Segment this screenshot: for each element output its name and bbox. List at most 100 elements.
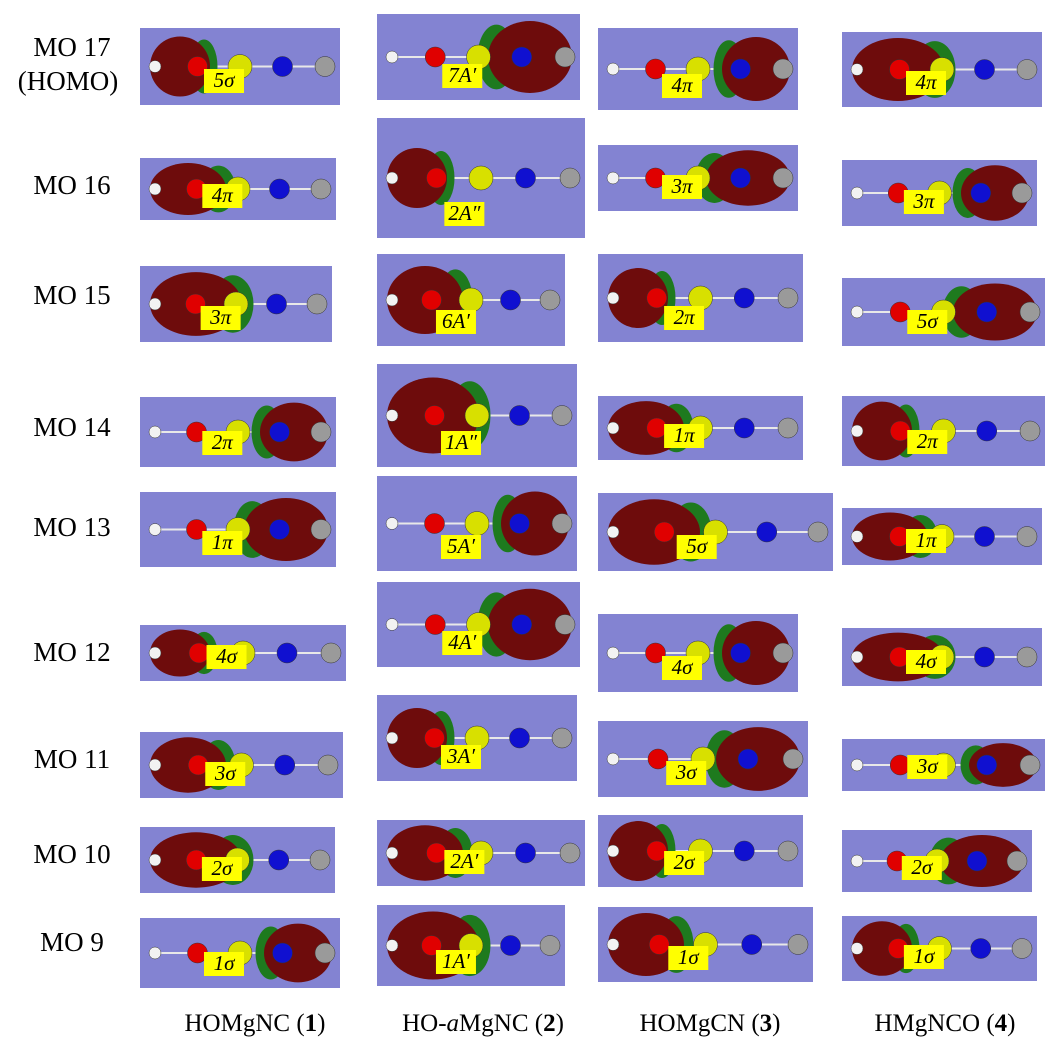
atom — [851, 759, 863, 771]
atom — [977, 302, 997, 322]
orbital-cell: 2σ — [842, 830, 1032, 892]
atom — [975, 527, 995, 547]
atom — [647, 418, 667, 438]
atom — [607, 647, 619, 659]
atom — [607, 526, 619, 538]
orbital-cell: 7A′ — [377, 14, 580, 100]
atom — [977, 755, 997, 775]
orbital-label: 4σ — [216, 644, 239, 668]
orbital-cell: 4A′ — [377, 582, 580, 667]
atom — [1017, 60, 1037, 80]
atom — [778, 288, 798, 308]
orbital-label: 3σ — [675, 760, 699, 784]
atom — [647, 288, 667, 308]
atom — [149, 183, 161, 195]
orbital-label: 3π — [209, 305, 232, 329]
atom — [649, 935, 669, 955]
atom — [469, 166, 493, 190]
atom — [267, 294, 287, 314]
orbital-cell: 5σ — [842, 278, 1045, 346]
orbital-cell: 3π — [140, 266, 332, 342]
orbital-cell: 1σ — [140, 918, 340, 988]
atom — [273, 57, 293, 77]
atom — [851, 531, 863, 543]
atom — [149, 298, 161, 310]
orbital-cell: 2π — [140, 397, 336, 467]
atom — [425, 514, 445, 534]
atom — [742, 935, 762, 955]
atom — [427, 168, 447, 188]
row-label: MO 17 — [33, 32, 110, 62]
atom — [851, 855, 863, 867]
atom — [607, 292, 619, 304]
atom — [318, 755, 338, 775]
atom — [778, 418, 798, 438]
atom — [783, 749, 803, 769]
atom — [540, 936, 560, 956]
orbital-cell: 2A″ — [377, 118, 585, 238]
atom — [425, 47, 445, 67]
atom — [512, 47, 532, 67]
atom — [773, 643, 793, 663]
orbital-cell: 2π — [842, 396, 1045, 466]
atom — [315, 57, 335, 77]
orbital-label: 2σ — [211, 856, 234, 880]
atom — [734, 841, 754, 861]
atom — [788, 935, 808, 955]
orbital-cell: 2A′ — [377, 820, 585, 886]
mo-figure: 5σ7A′4π4π4π2A″3π3π3π6A′2π5σ2π1A″1π2π1π5A… — [0, 0, 1045, 1044]
orbital-label: 3A′ — [446, 744, 475, 768]
row-label: MO 16 — [33, 170, 110, 200]
atom — [851, 64, 863, 76]
atom — [607, 753, 619, 765]
atom — [425, 406, 445, 426]
atom — [277, 643, 297, 663]
atom — [386, 940, 398, 952]
atom — [607, 63, 619, 75]
atom — [851, 425, 863, 437]
atom — [465, 404, 489, 428]
atom — [425, 615, 445, 635]
atom — [189, 643, 209, 663]
orbital-label: 2A″ — [448, 201, 480, 225]
atom — [516, 843, 536, 863]
orbital-label: 1π — [915, 528, 937, 552]
orbital-label: 2σ — [911, 855, 934, 879]
atom — [310, 850, 330, 870]
atom — [149, 647, 161, 659]
atom — [1017, 647, 1037, 667]
orbital-cell: 4π — [598, 28, 798, 110]
atom — [607, 939, 619, 951]
orbital-label: 1σ — [678, 945, 701, 969]
orbital-label: 5σ — [214, 68, 237, 92]
atom — [510, 406, 530, 426]
orbital-label: 7A′ — [448, 63, 476, 87]
atom — [269, 850, 289, 870]
orbital-cell: 5σ — [140, 28, 340, 105]
atom — [851, 651, 863, 663]
orbital-label: 1π — [212, 530, 234, 554]
orbital-cell: 3σ — [842, 739, 1045, 791]
atom — [648, 749, 668, 769]
atom — [552, 406, 572, 426]
row-note: (HOMO) — [18, 66, 119, 96]
atom — [975, 60, 995, 80]
atom — [149, 854, 161, 866]
atom — [386, 172, 398, 184]
atom — [1007, 851, 1027, 871]
row-label: MO 13 — [33, 512, 110, 542]
atom — [386, 51, 398, 63]
orbital-label: 3π — [670, 174, 693, 198]
atom — [1020, 755, 1040, 775]
orbital-cell: 1σ — [842, 916, 1037, 981]
atom — [386, 732, 398, 744]
orbital-label: 4A′ — [448, 630, 476, 654]
orbital-cell: 1A″ — [377, 364, 577, 467]
row-label: MO 15 — [33, 280, 110, 310]
atom — [851, 187, 863, 199]
atom — [315, 943, 335, 963]
atom — [890, 421, 910, 441]
atom — [971, 183, 991, 203]
atom — [311, 520, 331, 540]
